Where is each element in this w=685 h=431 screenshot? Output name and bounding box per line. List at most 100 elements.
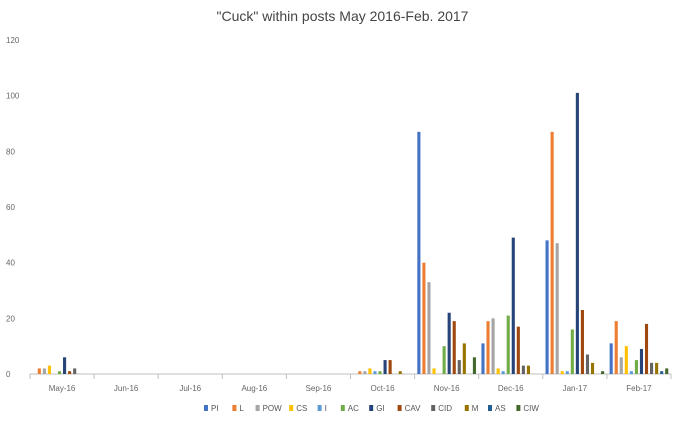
bar (486, 321, 490, 374)
legend-label: M (472, 404, 479, 413)
bar (73, 368, 77, 374)
bar (442, 346, 446, 374)
bar (629, 371, 633, 374)
x-tick-label: Dec-16 (498, 384, 524, 393)
bar (585, 354, 590, 374)
bar (57, 371, 62, 374)
bar (650, 362, 654, 374)
legend-swatch (289, 405, 294, 411)
bar (417, 131, 421, 374)
legend-swatch (255, 405, 260, 411)
bar (363, 371, 367, 374)
bar (427, 282, 431, 374)
legend-label: CAV (405, 404, 422, 413)
bar (550, 131, 554, 374)
y-tick-label: 0 (6, 370, 11, 379)
x-tick-label: Aug-16 (241, 384, 267, 393)
bar (575, 92, 579, 374)
bar (580, 309, 584, 374)
bar (472, 357, 476, 374)
y-tick-label: 120 (6, 36, 20, 45)
legend-label: AS (495, 404, 506, 413)
x-tick-label: Nov-16 (434, 384, 460, 393)
legend-label: GI (376, 404, 384, 413)
bar (358, 371, 362, 374)
bar (665, 368, 669, 374)
y-tick-label: 40 (6, 259, 15, 268)
legend-swatch (369, 405, 374, 411)
bar (501, 371, 505, 374)
y-tick-label: 100 (6, 92, 20, 101)
bar (511, 237, 515, 374)
bar (601, 371, 605, 374)
bar (555, 243, 559, 374)
bar (655, 362, 659, 374)
legend-label: AC (348, 404, 359, 413)
bar (47, 365, 51, 374)
legend-label: L (239, 404, 244, 413)
x-tick-label: Feb-17 (626, 384, 652, 393)
legend-swatch (516, 405, 521, 411)
x-tick-label: May-16 (49, 384, 76, 393)
legend-swatch (232, 405, 237, 411)
bar (660, 371, 664, 374)
bar (516, 326, 520, 374)
bar (639, 348, 644, 374)
bar (609, 343, 613, 374)
bar (496, 368, 500, 374)
legend-swatch (488, 405, 492, 411)
bar (570, 329, 574, 374)
bar (398, 371, 402, 374)
bar (565, 371, 569, 374)
bar (447, 312, 451, 374)
bar (63, 357, 67, 374)
x-tick-label: Jan-17 (563, 384, 588, 393)
bar (368, 368, 372, 374)
bar (388, 360, 392, 374)
chart-title: "Cuck" within posts May 2016-Feb. 2017 (216, 8, 469, 24)
x-tick-label: Sep-16 (306, 384, 332, 393)
bar (462, 343, 466, 374)
legend-label: CID (438, 404, 452, 413)
bars (37, 92, 669, 374)
legend-swatch (340, 405, 345, 411)
legend-swatch (204, 405, 208, 411)
bar (614, 321, 618, 374)
legend-label: I (325, 404, 327, 413)
bar (457, 360, 461, 374)
bar (37, 368, 41, 374)
legend-swatch (431, 405, 436, 411)
bar (432, 368, 436, 374)
bar (526, 365, 530, 374)
bar (624, 346, 628, 374)
bar (506, 315, 510, 374)
bar (634, 360, 638, 374)
legend-label: PI (211, 404, 219, 413)
y-tick-label: 60 (6, 203, 15, 212)
legend-swatch (317, 405, 322, 411)
bar (619, 357, 623, 374)
bar (560, 371, 564, 374)
legend-label: CS (296, 404, 307, 413)
bar (42, 368, 46, 374)
bar (545, 240, 549, 374)
x-tick-label: Jun-16 (114, 384, 139, 393)
bar (68, 371, 72, 374)
bar (422, 262, 426, 374)
bar (644, 323, 649, 374)
x-tick-label: Oct-16 (371, 384, 396, 393)
x-tick-label: Jul-16 (179, 384, 201, 393)
legend-swatch (464, 405, 469, 411)
legend-swatch (397, 405, 402, 411)
bar (378, 371, 382, 374)
legend: PI L POW CS I AC GI CAV CID M AS CIW (204, 404, 539, 413)
axes: 0 20 40 60 80 100 120 May-16 Jun-16 Jul-16 Aug-16 S… (6, 36, 672, 393)
bar (521, 365, 525, 374)
legend-label: CIW (523, 404, 539, 413)
bar (481, 343, 485, 374)
bar (590, 362, 595, 374)
bar (491, 318, 495, 374)
bar (383, 360, 387, 374)
bar (452, 321, 456, 374)
